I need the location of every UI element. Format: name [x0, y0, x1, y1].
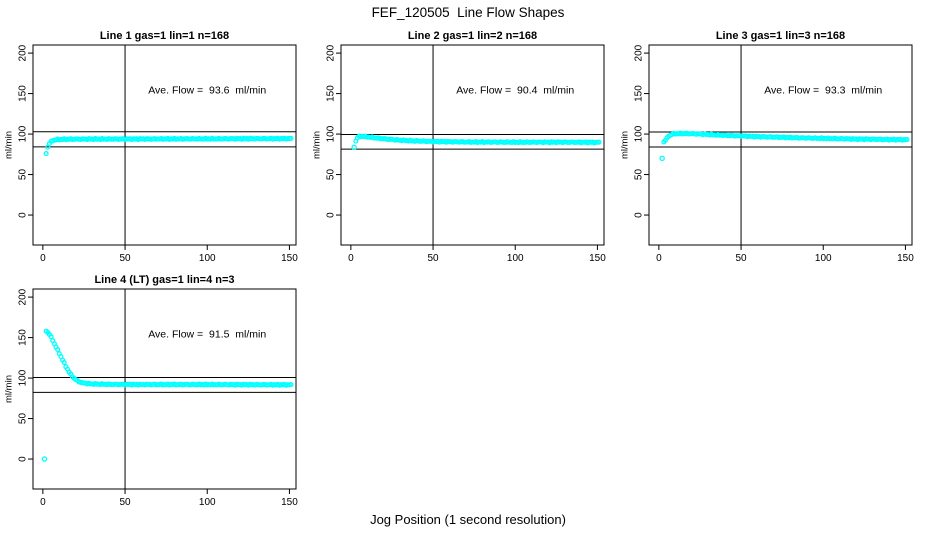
subplot-title: Line 4 (LT) gas=1 lin=4 n=3: [94, 274, 234, 286]
plot-box: [648, 44, 913, 246]
subplot-line-1: Line 1 gas=1 lin=1 n=168 0 50 100 150 0 50 100 1…: [0, 28, 312, 273]
data-point: [288, 382, 294, 388]
scatter-points: [659, 130, 910, 162]
outlier-point: [659, 155, 665, 162]
data-point: [43, 151, 49, 157]
scatter-points: [43, 135, 294, 157]
x-tick-label: 150: [281, 497, 298, 508]
subplot-title: Line 2 gas=1 lin=2 n=168: [408, 30, 537, 42]
figure-title: FEF_120505 Line Flow Shapes: [371, 5, 565, 20]
plot-box: [340, 44, 605, 246]
y-tick-label: 50: [18, 169, 29, 181]
y-tick-label: 200: [326, 44, 337, 61]
y-tick-label: 200: [18, 288, 29, 305]
empty-panel: [616, 272, 928, 517]
y-tick-label: 200: [634, 44, 645, 61]
y-tick-label: 50: [326, 169, 337, 181]
x-tick-label: 50: [119, 253, 131, 264]
y-tick-label: 0: [18, 456, 29, 462]
x-tick-label: 0: [40, 497, 46, 508]
scatter-points: [351, 133, 602, 151]
ave-flow-annotation: Ave. Flow = 93.6 ml/min: [148, 85, 266, 97]
y-tick-label: 100: [18, 369, 29, 386]
x-tick-label: 150: [281, 253, 298, 264]
y-tick-label: 150: [18, 85, 29, 102]
x-tick-label: 100: [199, 497, 216, 508]
y-tick-label: 100: [634, 125, 645, 142]
data-point: [61, 360, 67, 366]
y-tick-label: 0: [634, 212, 645, 218]
ave-flow-annotation: Ave. Flow = 91.5 ml/min: [148, 329, 266, 341]
ave-flow-annotation: Ave. Flow = 90.4 ml/min: [456, 85, 574, 97]
data-point: [288, 135, 294, 141]
y-tick-label: 200: [18, 44, 29, 61]
figure-x-axis-label: Jog Position (1 second resolution): [370, 512, 566, 527]
chart-svg: Line 1 gas=1 lin=1 n=168 0 50 100 150 0 50 100 1…: [4, 30, 299, 264]
subplot-title: Line 3 gas=1 lin=3 n=168: [716, 30, 845, 42]
subplot-title: Line 1 gas=1 lin=1 n=168: [100, 30, 229, 42]
outlier-point: [351, 144, 357, 151]
data-point: [48, 334, 54, 340]
y-axis-label: ml/min: [4, 131, 15, 159]
chart-svg: Line 2 gas=1 lin=2 n=168 0 50 100 150 0 50 100 1…: [312, 30, 607, 264]
chart-svg: Line 4 (LT) gas=1 lin=4 n=3 0 50 100 150 0 50 1…: [4, 274, 299, 508]
outlier-point: [41, 456, 48, 462]
data-point: [904, 137, 910, 143]
x-tick-label: 50: [119, 497, 131, 508]
data-point: [55, 347, 61, 353]
subplot-line-2: Line 2 gas=1 lin=2 n=168 0 50 100 150 0 50 100 1…: [308, 28, 620, 273]
scatter-points: [41, 328, 294, 462]
y-tick-label: 100: [326, 125, 337, 142]
ave-flow-annotation: Ave. Flow = 93.3 ml/min: [764, 85, 882, 97]
x-tick-label: 50: [735, 253, 747, 264]
y-tick-label: 100: [18, 125, 29, 142]
y-tick-label: 150: [18, 329, 29, 346]
x-tick-label: 0: [348, 253, 354, 264]
x-tick-label: 150: [897, 253, 914, 264]
chart-svg: Line 3 gas=1 lin=3 n=168 0 50 100 150 0 50 100 1…: [620, 30, 915, 264]
x-tick-label: 100: [815, 253, 832, 264]
x-tick-label: 100: [199, 253, 216, 264]
data-point: [596, 139, 602, 145]
y-tick-label: 50: [18, 413, 29, 425]
x-tick-label: 150: [589, 253, 606, 264]
x-tick-label: 50: [427, 253, 439, 264]
y-axis-label: ml/min: [312, 131, 323, 159]
y-tick-label: 50: [634, 169, 645, 181]
subplot-line-3: Line 3 gas=1 lin=3 n=168 0 50 100 150 0 50 100 1…: [616, 28, 928, 273]
y-tick-label: 0: [326, 212, 337, 218]
y-axis-label: ml/min: [620, 131, 631, 159]
y-axis-label: ml/min: [4, 375, 15, 403]
y-tick-label: 150: [634, 85, 645, 102]
empty-panel: [308, 272, 620, 517]
x-tick-label: 0: [40, 253, 46, 264]
y-tick-label: 150: [326, 85, 337, 102]
plot-box: [32, 44, 297, 246]
plot-box: [32, 288, 297, 490]
y-tick-label: 0: [18, 212, 29, 218]
subplot-line-4: Line 4 (LT) gas=1 lin=4 n=3 0 50 100 150 0 50 1…: [0, 272, 312, 517]
x-tick-label: 100: [507, 253, 524, 264]
x-tick-label: 0: [656, 253, 662, 264]
